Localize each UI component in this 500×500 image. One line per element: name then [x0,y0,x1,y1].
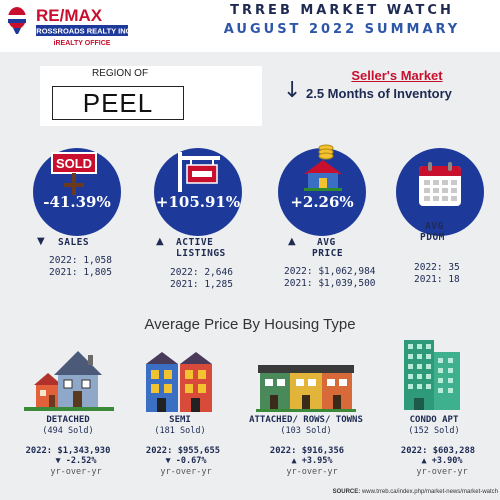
attached-price: 2022: $916,356 [269,446,345,456]
triangle-up-icon: ▲ [288,236,296,247]
report-title: TRREB MARKET WATCH [230,3,454,18]
attached-change: ▲ +3.95% [291,456,333,466]
for-sale-sign-icon [172,148,226,198]
condo-yoy: yr-over-yr [416,467,468,477]
pdom-label-line2: PDOM [420,232,445,243]
detached-house-icon [24,345,114,417]
triangle-down-icon: ▼ [55,456,61,466]
semi-name: SEMI [169,415,191,425]
listings-circle [154,148,242,236]
logo-text: RE/MAX [36,6,103,25]
triangle-down-icon: ▼ [165,456,171,466]
condo-tower-icon [398,336,468,416]
source-link[interactable]: www.trreb.ca/index.php/market-news/marke… [361,489,498,495]
condo-price: 2022: $603,288 [400,446,476,456]
price-2022: 2022: $1,062,984 [284,266,376,277]
sales-2022: 2022: 1,058 [49,255,112,266]
house-coins-icon [296,138,350,198]
detached-name: DETACHED [46,415,90,425]
detached-sold: (494 Sold) [42,426,94,436]
sold-sign-icon: SOLD [50,150,104,200]
detached-yoy: yr-over-yr [50,467,102,477]
sales-change: -41.39% [43,193,111,211]
semi-sold: (181 Sold) [154,426,206,436]
region-name: PEEL [82,88,154,118]
attached-sold: (103 Sold) [280,426,332,436]
remax-logo: RE/MAX CROSSROADS REALTY INC. iREALTY OF… [6,4,133,48]
semi-change: ▼ -0.67% [165,456,207,466]
condo-sold: (152 Sold) [408,426,460,436]
listings-2022: 2022: 2,646 [170,267,233,278]
report-subtitle: AUGUST 2022 SUMMARY [223,22,461,37]
region-frame [52,86,184,120]
detached-price: 2022: $1,343,930 [25,446,111,456]
price-label-line2: PRICE [312,248,344,259]
calendar-icon [415,160,465,214]
arrow-down-icon: ↓ [283,78,302,103]
pdom-2021: 2021: 18 [414,274,460,285]
attached-name: ATTACHED/ ROWS/ TOWNS [249,415,363,425]
semi-yoy: yr-over-yr [160,467,212,477]
price-2021: 2021: $1,039,500 [284,278,376,289]
sales-label: SALES [58,237,90,248]
inventory-months: 2.5 Months of Inventory [306,86,452,101]
triangle-up-icon: ▲ [421,456,427,466]
semi-house-icon [142,350,216,418]
listings-2021: 2021: 1,285 [170,279,233,290]
price-change: +2.26% [290,193,354,211]
semi-price: 2022: $955,655 [145,446,221,456]
market-type: Seller's Market [351,68,443,83]
triangle-down-icon: ▼ [37,236,45,247]
triangle-up-icon: ▲ [156,236,164,247]
region-label: REGION OF [70,68,170,79]
housing-section-title: Average Price By Housing Type [144,316,356,333]
office-type: iREALTY OFFICE [54,40,111,47]
attached-yoy: yr-over-yr [286,467,338,477]
pdom-2022: 2022: 35 [414,262,460,273]
pdom-label-line1: AVG [425,221,444,232]
condo-name: CONDO APT [409,415,459,425]
svg-text:SOLD: SOLD [56,156,92,171]
detached-change: ▼ -2.52% [55,456,97,466]
listings-label-line2: LISTINGS [176,248,226,259]
sales-2021: 2021: 1,805 [49,267,112,278]
listings-label-line1: ACTIVE [176,237,214,248]
listings-change: +105.91% [155,193,241,211]
source-credit: SOURCE: www.trreb.ca/index.php/market-ne… [332,489,498,495]
triangle-up-icon: ▲ [291,456,297,466]
company-name: CROSSROADS REALTY INC. [31,27,130,36]
balloon-icon [8,7,26,34]
townhouse-icon [256,353,356,417]
price-label-line1: AVG [317,237,336,248]
condo-change: ▲ +3.90% [421,456,463,466]
